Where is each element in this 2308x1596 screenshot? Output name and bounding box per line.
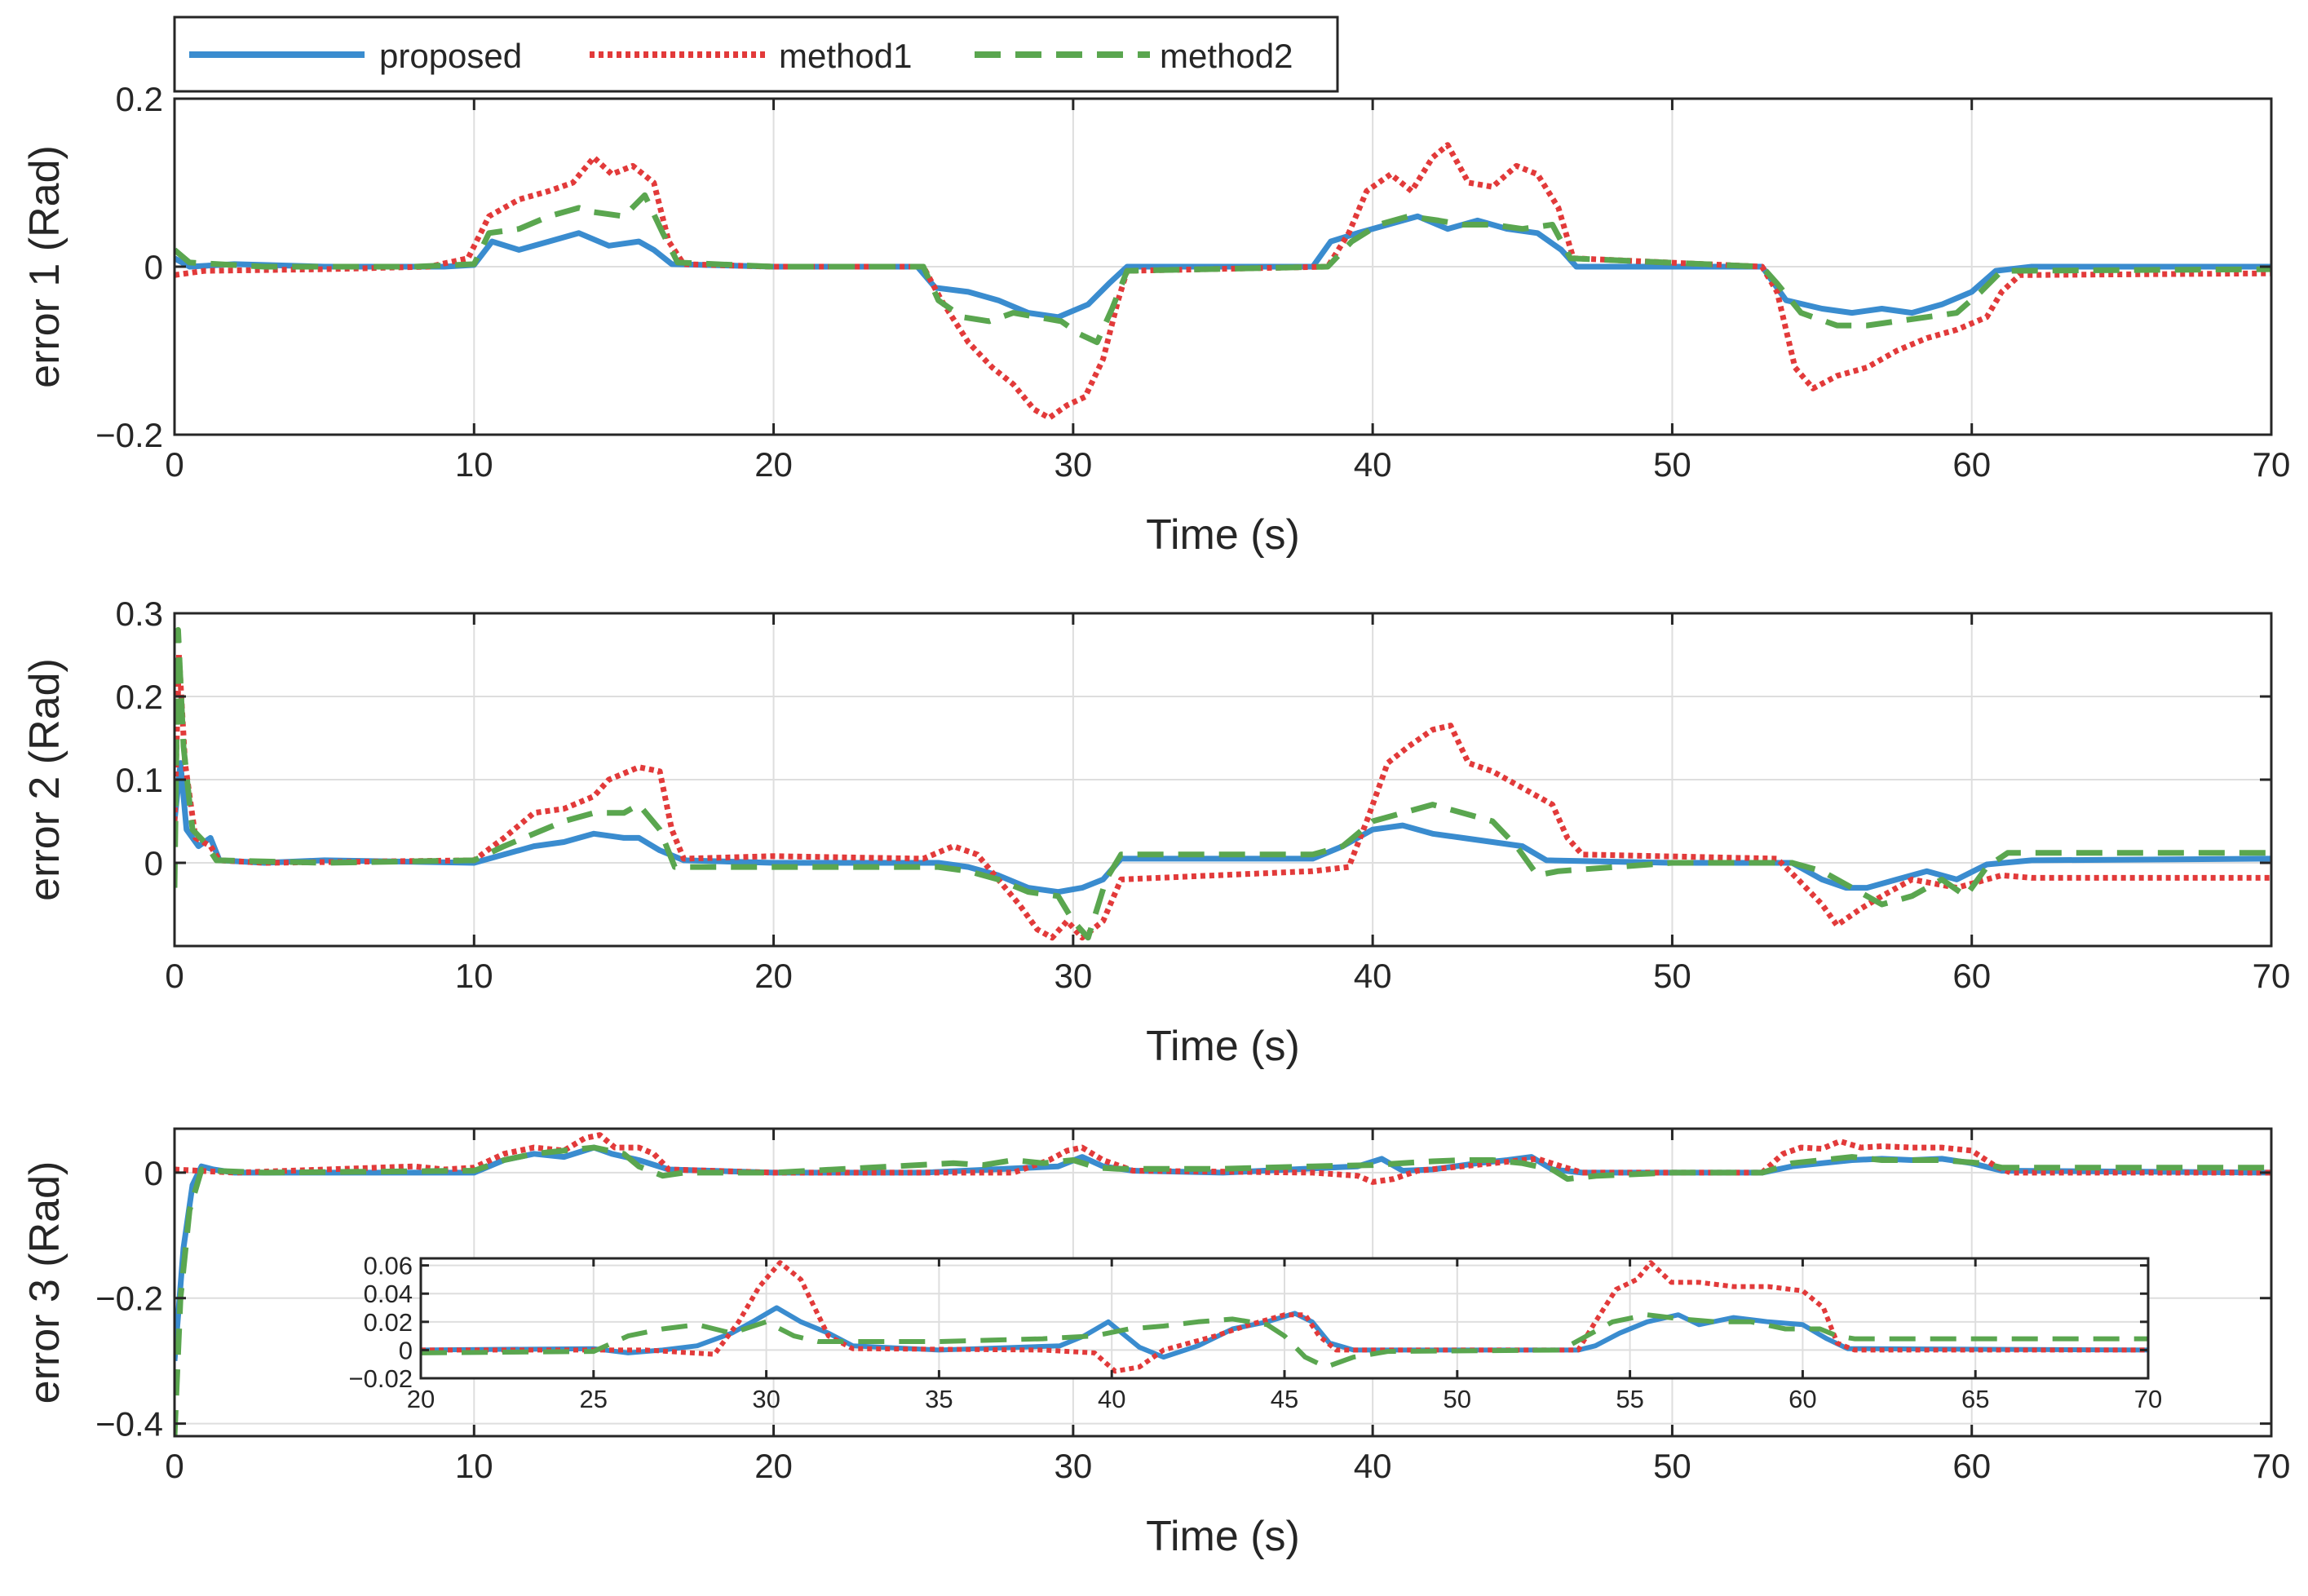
y-axis-label: error 1 (Rad) [21, 145, 69, 388]
y-tick-label: 0.06 [364, 1252, 413, 1280]
x-tick-label: 10 [455, 1447, 493, 1485]
x-tick-label: 70 [2253, 1447, 2291, 1485]
panel-2: 0 10 20 30 40 50 60 70 0.3 0.2 0.1 0 Time (s) error 2… [21, 595, 2290, 1070]
y-axis-label: error 3 (Rad) [21, 1161, 69, 1404]
x-tick-label: 30 [1054, 445, 1092, 484]
series-line-method1 [175, 1132, 2271, 1185]
x-axis-label: Time (s) [1146, 1513, 1300, 1560]
series-line-method2 [175, 1144, 2271, 1436]
x-tick-label: 0 [165, 445, 183, 484]
x-tick-label: 30 [1054, 1447, 1092, 1485]
series-line-method2 [175, 626, 2271, 941]
x-tick-label: 70 [2253, 445, 2291, 484]
x-tick-label: 50 [1653, 1447, 1691, 1485]
x-tick-label: 20 [754, 957, 793, 995]
x-tick-label: 50 [1653, 445, 1691, 484]
x-tick-label: 55 [1616, 1385, 1643, 1413]
series-line-method2 [175, 192, 2271, 346]
y-axis-label: error 2 (Rad) [21, 658, 69, 901]
y-tick-label: −0.4 [95, 1405, 163, 1443]
x-tick-label: 65 [1961, 1385, 1989, 1413]
y-tick-label: −0.2 [95, 416, 163, 454]
x-tick-label: 20 [407, 1385, 435, 1413]
y-tick-label: 0.2 [116, 80, 163, 118]
series-line-method1 [421, 1260, 2148, 1374]
x-tick-label: 60 [1952, 445, 1991, 484]
x-tick-label: 50 [1653, 957, 1691, 995]
x-tick-label: 20 [754, 445, 793, 484]
legend-label-method2: method2 [1160, 37, 1293, 75]
y-tick-label: 0 [144, 844, 163, 882]
x-tick-label: 40 [1354, 445, 1392, 484]
y-tick-label: 0.3 [116, 595, 163, 633]
panel-3-series [175, 1132, 2271, 1436]
x-tick-label: 30 [1054, 957, 1092, 995]
x-tick-label: 0 [165, 1447, 183, 1485]
x-tick-label: 25 [580, 1385, 608, 1413]
y-tick-label: 0.1 [116, 761, 163, 799]
legend-label-proposed: proposed [379, 37, 522, 75]
y-tick-label: 0 [144, 1154, 163, 1192]
y-tick-label: −0.02 [349, 1364, 413, 1393]
legend-label-method1: method1 [779, 37, 912, 75]
y-tick-label: 0.2 [116, 678, 163, 716]
x-tick-label: 70 [2253, 957, 2291, 995]
x-tick-label: 60 [1952, 1447, 1991, 1485]
series-line-proposed [175, 213, 2271, 321]
x-tick-label: 20 [754, 1447, 793, 1485]
x-tick-label: 35 [925, 1385, 953, 1413]
legend: proposed method1 method2 [173, 15, 1339, 93]
x-tick-label: 60 [1788, 1385, 1816, 1413]
x-tick-label: 70 [2134, 1385, 2162, 1413]
y-tick-label: 0.04 [364, 1280, 413, 1308]
panel-2-series [175, 626, 2271, 941]
series-line-proposed [421, 1305, 2148, 1360]
x-tick-label: 40 [1354, 957, 1392, 995]
series-line-method1 [175, 142, 2271, 421]
x-axis-label: Time (s) [1146, 1023, 1300, 1070]
x-tick-label: 40 [1354, 1447, 1392, 1485]
y-tick-label: −0.2 [95, 1280, 163, 1318]
x-tick-label: 60 [1952, 957, 1991, 995]
x-tick-label: 30 [752, 1385, 780, 1413]
series-line-method2 [421, 1312, 2148, 1370]
inset: 20 25 30 35 40 45 50 55 60 65 70 0.060.040.020−0.02 [349, 1252, 2163, 1413]
x-tick-label: 40 [1098, 1385, 1125, 1413]
x-tick-label: 10 [455, 957, 493, 995]
inset-series [421, 1260, 2148, 1374]
x-axis-label: Time (s) [1146, 511, 1300, 559]
x-tick-label: 10 [455, 445, 493, 484]
x-tick-label: 50 [1444, 1385, 1471, 1413]
panel-1-series [175, 142, 2271, 421]
x-tick-label: 45 [1271, 1385, 1298, 1413]
series-line-proposed [175, 760, 2271, 895]
panel-3-frame [173, 1127, 2273, 1438]
x-tick-label: 0 [165, 957, 183, 995]
y-tick-label: 0 [144, 248, 163, 286]
y-tick-label: 0.02 [364, 1308, 413, 1337]
series-line-method1 [175, 652, 2271, 941]
y-tick-label: 0 [399, 1336, 413, 1364]
